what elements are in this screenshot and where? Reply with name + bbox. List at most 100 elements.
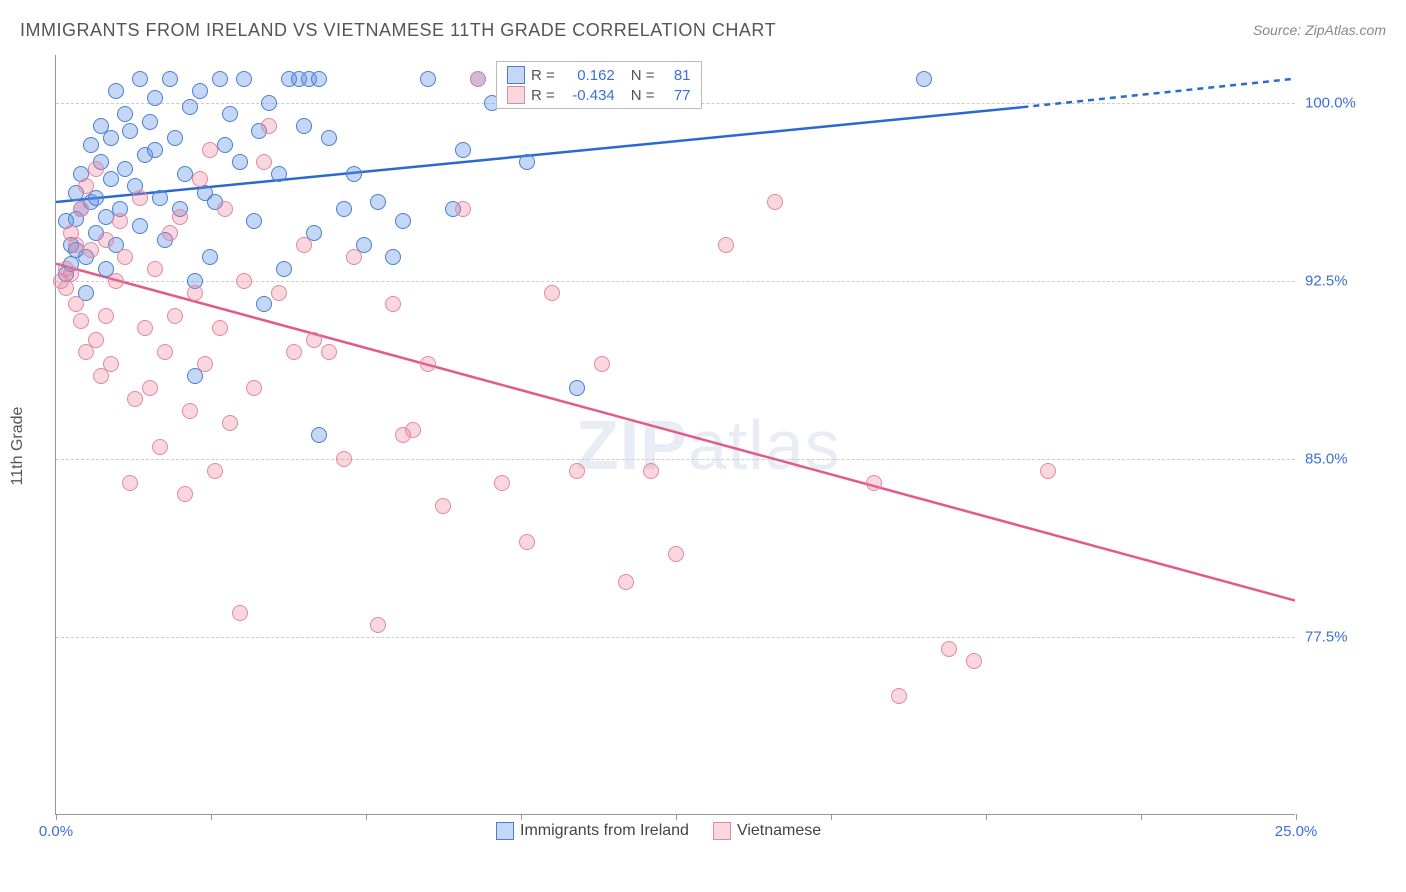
scatter-point (420, 356, 436, 372)
scatter-point (385, 296, 401, 312)
x-tick (211, 814, 212, 820)
scatter-point (202, 249, 218, 265)
scatter-point (88, 161, 104, 177)
scatter-point (98, 232, 114, 248)
x-tick (831, 814, 832, 820)
scatter-point (137, 320, 153, 336)
scatter-point (142, 114, 158, 130)
scatter-point (68, 296, 84, 312)
scatter-point (132, 218, 148, 234)
scatter-point (544, 285, 560, 301)
scatter-point (103, 130, 119, 146)
scatter-point (132, 71, 148, 87)
scatter-point (296, 118, 312, 134)
scatter-point (68, 237, 84, 253)
scatter-point (58, 280, 74, 296)
scatter-point (470, 71, 486, 87)
scatter-point (187, 285, 203, 301)
scatter-point (336, 451, 352, 467)
scatter-point (117, 161, 133, 177)
x-tick (986, 814, 987, 820)
scatter-point (311, 427, 327, 443)
source-label: Source: ZipAtlas.com (1253, 22, 1386, 38)
scatter-point (108, 83, 124, 99)
scatter-point (103, 356, 119, 372)
r-label: R = (531, 67, 555, 84)
scatter-point (271, 285, 287, 301)
scatter-point (212, 320, 228, 336)
r-value: 0.162 (561, 67, 615, 84)
scatter-point (88, 332, 104, 348)
scatter-point (127, 391, 143, 407)
scatter-point (217, 137, 233, 153)
y-tick-label: 100.0% (1305, 94, 1375, 111)
scatter-point (718, 237, 734, 253)
scatter-point (132, 190, 148, 206)
scatter-point (83, 242, 99, 258)
scatter-point (202, 142, 218, 158)
scatter-point (147, 90, 163, 106)
scatter-point (296, 237, 312, 253)
scatter-point (212, 71, 228, 87)
scatter-point (941, 641, 957, 657)
scatter-point (569, 463, 585, 479)
scatter-point (112, 213, 128, 229)
scatter-point (98, 308, 114, 324)
scatter-point (73, 201, 89, 217)
scatter-point (83, 137, 99, 153)
scatter-point (167, 130, 183, 146)
legend-label: Immigrants from Ireland (520, 822, 689, 840)
scatter-point (370, 194, 386, 210)
scatter-point (122, 123, 138, 139)
scatter-point (147, 142, 163, 158)
scatter-point (246, 213, 262, 229)
scatter-point (217, 201, 233, 217)
scatter-point (420, 71, 436, 87)
scatter-point (103, 171, 119, 187)
n-value: 77 (661, 87, 691, 104)
scatter-point (182, 403, 198, 419)
scatter-point (455, 142, 471, 158)
scatter-point (455, 201, 471, 217)
scatter-point (142, 380, 158, 396)
x-tick (1141, 814, 1142, 820)
chart-title: IMMIGRANTS FROM IRELAND VS VIETNAMESE 11… (20, 20, 776, 41)
scatter-point (311, 71, 327, 87)
scatter-point (232, 605, 248, 621)
scatter-point (346, 249, 362, 265)
scatter-point (162, 71, 178, 87)
scatter-point (261, 95, 277, 111)
x-tick (56, 814, 57, 820)
scatter-point (122, 475, 138, 491)
scatter-point (172, 209, 188, 225)
series-legend: Immigrants from IrelandVietnamese (496, 822, 821, 840)
scatter-point (336, 201, 352, 217)
scatter-point (435, 498, 451, 514)
scatter-point (117, 249, 133, 265)
scatter-point (197, 356, 213, 372)
scatter-point (643, 463, 659, 479)
scatter-point (276, 261, 292, 277)
scatter-point (167, 308, 183, 324)
scatter-point (286, 344, 302, 360)
watermark-prefix: ZIP (576, 406, 688, 484)
chart-plot-area: ZIPatlas 77.5%85.0%92.5%100.0%0.0%25.0%R… (55, 55, 1295, 815)
scatter-point (207, 463, 223, 479)
gridline (56, 637, 1295, 638)
scatter-point (767, 194, 783, 210)
scatter-point (157, 344, 173, 360)
legend-swatch (713, 822, 731, 840)
x-tick (1296, 814, 1297, 820)
scatter-point (966, 653, 982, 669)
x-tick (366, 814, 367, 820)
r-value: -0.434 (561, 87, 615, 104)
y-tick-label: 92.5% (1305, 272, 1375, 289)
scatter-point (192, 83, 208, 99)
scatter-point (891, 688, 907, 704)
scatter-point (108, 273, 124, 289)
scatter-point (306, 332, 322, 348)
x-tick (521, 814, 522, 820)
scatter-point (98, 209, 114, 225)
legend-row: R =0.162 N =81 (507, 66, 691, 84)
y-tick-label: 77.5% (1305, 628, 1375, 645)
